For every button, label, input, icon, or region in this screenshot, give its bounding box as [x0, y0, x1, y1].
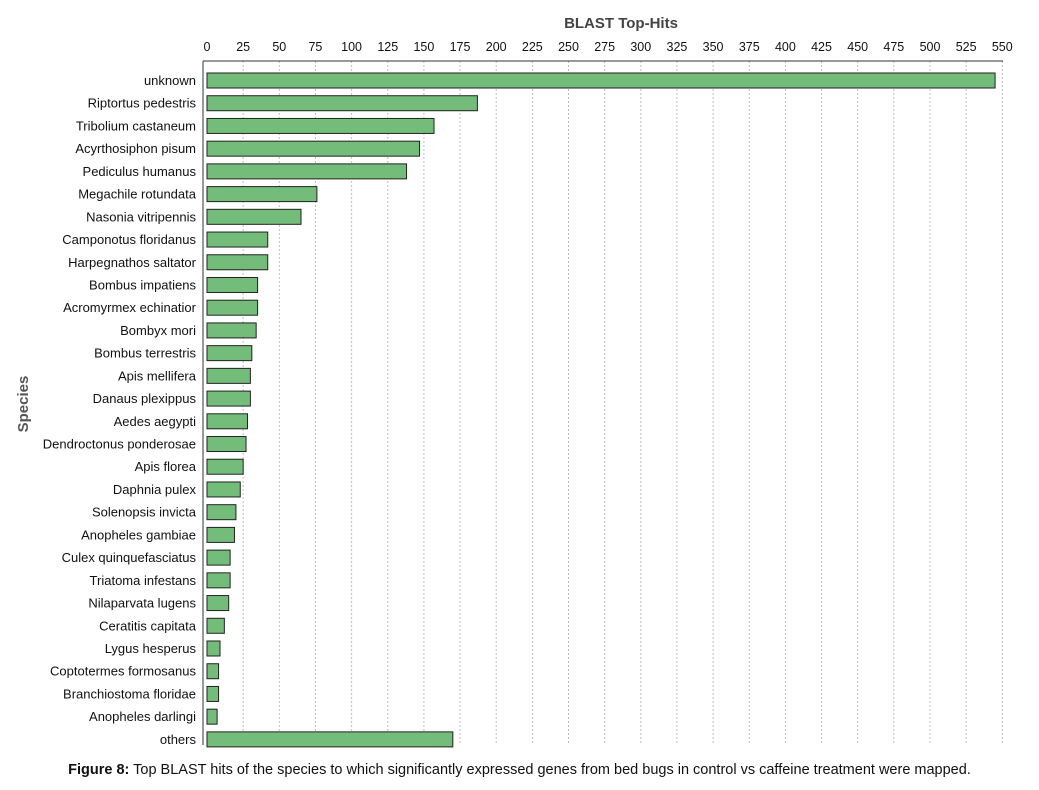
category-label: Apis mellifera — [118, 368, 197, 383]
bar — [206, 572, 231, 589]
category-label: Lygus hesperus — [105, 641, 197, 656]
category-label: Bombus terrestris — [94, 346, 196, 361]
bar — [206, 436, 247, 453]
bars — [206, 72, 996, 748]
category-label: Nilaparvata lugens — [88, 596, 196, 611]
x-tick-label: 525 — [956, 40, 977, 54]
x-tick-label: 275 — [594, 40, 615, 54]
category-label: Daphnia pulex — [113, 482, 197, 497]
x-tick-label: 300 — [630, 40, 651, 54]
category-label: unknown — [144, 73, 196, 88]
x-tick-label: 325 — [667, 40, 688, 54]
category-label: Tribolium castaneum — [76, 118, 196, 133]
category-label: Danaus plexippus — [93, 391, 197, 406]
caption-lead: Figure 8: — [68, 762, 130, 778]
x-tick-label: 450 — [847, 40, 868, 54]
category-label: Nasonia vitripennis — [86, 209, 196, 224]
x-tick-label: 175 — [450, 40, 471, 54]
category-label: Bombus impatiens — [89, 277, 196, 292]
x-tick-label: 200 — [486, 40, 507, 54]
bar — [206, 254, 269, 271]
bar — [206, 186, 318, 203]
x-tick-label: 25 — [236, 40, 250, 54]
bar — [206, 663, 220, 680]
category-label: Coptotermes formosanus — [50, 664, 196, 679]
category-label: Culex quinquefasciatus — [62, 550, 197, 565]
category-label: Harpegnathos saltator — [68, 255, 197, 270]
bar — [206, 367, 251, 384]
category-label: Riptortus pedestris — [88, 96, 197, 111]
category-label: Ceratitis capitata — [99, 618, 197, 633]
blast-top-hits-chart: BLAST Top-Hits 0 25 50 75 100 125 150 175 200 225… — [15, 15, 1013, 748]
bar — [206, 299, 259, 316]
bar — [206, 549, 231, 566]
category-label: others — [160, 732, 197, 747]
gridlines — [242, 61, 1003, 745]
bar — [206, 504, 237, 521]
x-tick-label: 375 — [739, 40, 760, 54]
category-label: Anopheles gambiae — [81, 527, 196, 542]
x-tick-label: 0 — [204, 40, 211, 54]
x-tick-label: 500 — [920, 40, 941, 54]
bar — [206, 140, 421, 157]
figure-caption: Figure 8: Top BLAST hits of the species … — [0, 762, 1039, 778]
bar — [206, 231, 269, 248]
category-label: Acyrthosiphon pisum — [75, 141, 196, 156]
x-tick-label: 550 — [992, 40, 1013, 54]
bar — [206, 163, 408, 180]
bar — [206, 322, 257, 339]
category-label: Megachile rotundata — [78, 187, 197, 202]
bar — [206, 276, 259, 293]
chart-title: BLAST Top-Hits — [564, 15, 678, 32]
category-label: Apis florea — [135, 459, 197, 474]
x-tick-label: 50 — [272, 40, 286, 54]
x-tick-label: 225 — [522, 40, 543, 54]
bar — [206, 708, 218, 725]
bar — [206, 208, 302, 225]
bar — [206, 95, 478, 112]
bar — [206, 595, 230, 612]
x-tick-label: 150 — [413, 40, 434, 54]
bar — [206, 72, 996, 89]
x-tick-label: 400 — [775, 40, 796, 54]
bar — [206, 481, 241, 498]
category-label: Triatoma infestans — [90, 573, 197, 588]
bar — [206, 640, 221, 657]
y-axis-label: Species — [15, 376, 32, 433]
bar — [206, 685, 220, 702]
bar — [206, 526, 235, 543]
x-tick-label: 125 — [377, 40, 398, 54]
category-label: Solenopsis invicta — [92, 505, 197, 520]
bar — [206, 345, 253, 362]
x-tick-label: 425 — [811, 40, 832, 54]
bar — [206, 117, 435, 134]
bar — [206, 390, 251, 407]
x-tick-label: 75 — [308, 40, 322, 54]
caption-text: Top BLAST hits of the species to which s… — [129, 762, 971, 778]
x-tick-label: 475 — [883, 40, 904, 54]
category-label: Dendroctonus ponderosae — [43, 437, 196, 452]
category-label: Branchiostoma floridae — [63, 686, 196, 701]
x-axis-ticks: 0 25 50 75 100 125 150 175 200 225 250 275 300 325 350… — [204, 40, 1013, 54]
category-labels: unknown Riptortus pedestris Tribolium cast… — [43, 73, 197, 747]
category-label: Acromyrmex echinatior — [63, 300, 197, 315]
category-label: Pediculus humanus — [83, 164, 197, 179]
bar — [206, 413, 248, 430]
category-label: Camponotus floridanus — [62, 232, 196, 247]
bar — [206, 617, 225, 634]
category-label: Aedes aegypti — [114, 414, 197, 429]
bar — [206, 731, 454, 748]
bar — [206, 458, 244, 475]
x-tick-label: 250 — [558, 40, 579, 54]
category-label: Bombyx mori — [120, 323, 196, 338]
category-label: Anopheles darlingi — [89, 709, 196, 724]
x-tick-label: 350 — [703, 40, 724, 54]
x-tick-label: 100 — [341, 40, 362, 54]
